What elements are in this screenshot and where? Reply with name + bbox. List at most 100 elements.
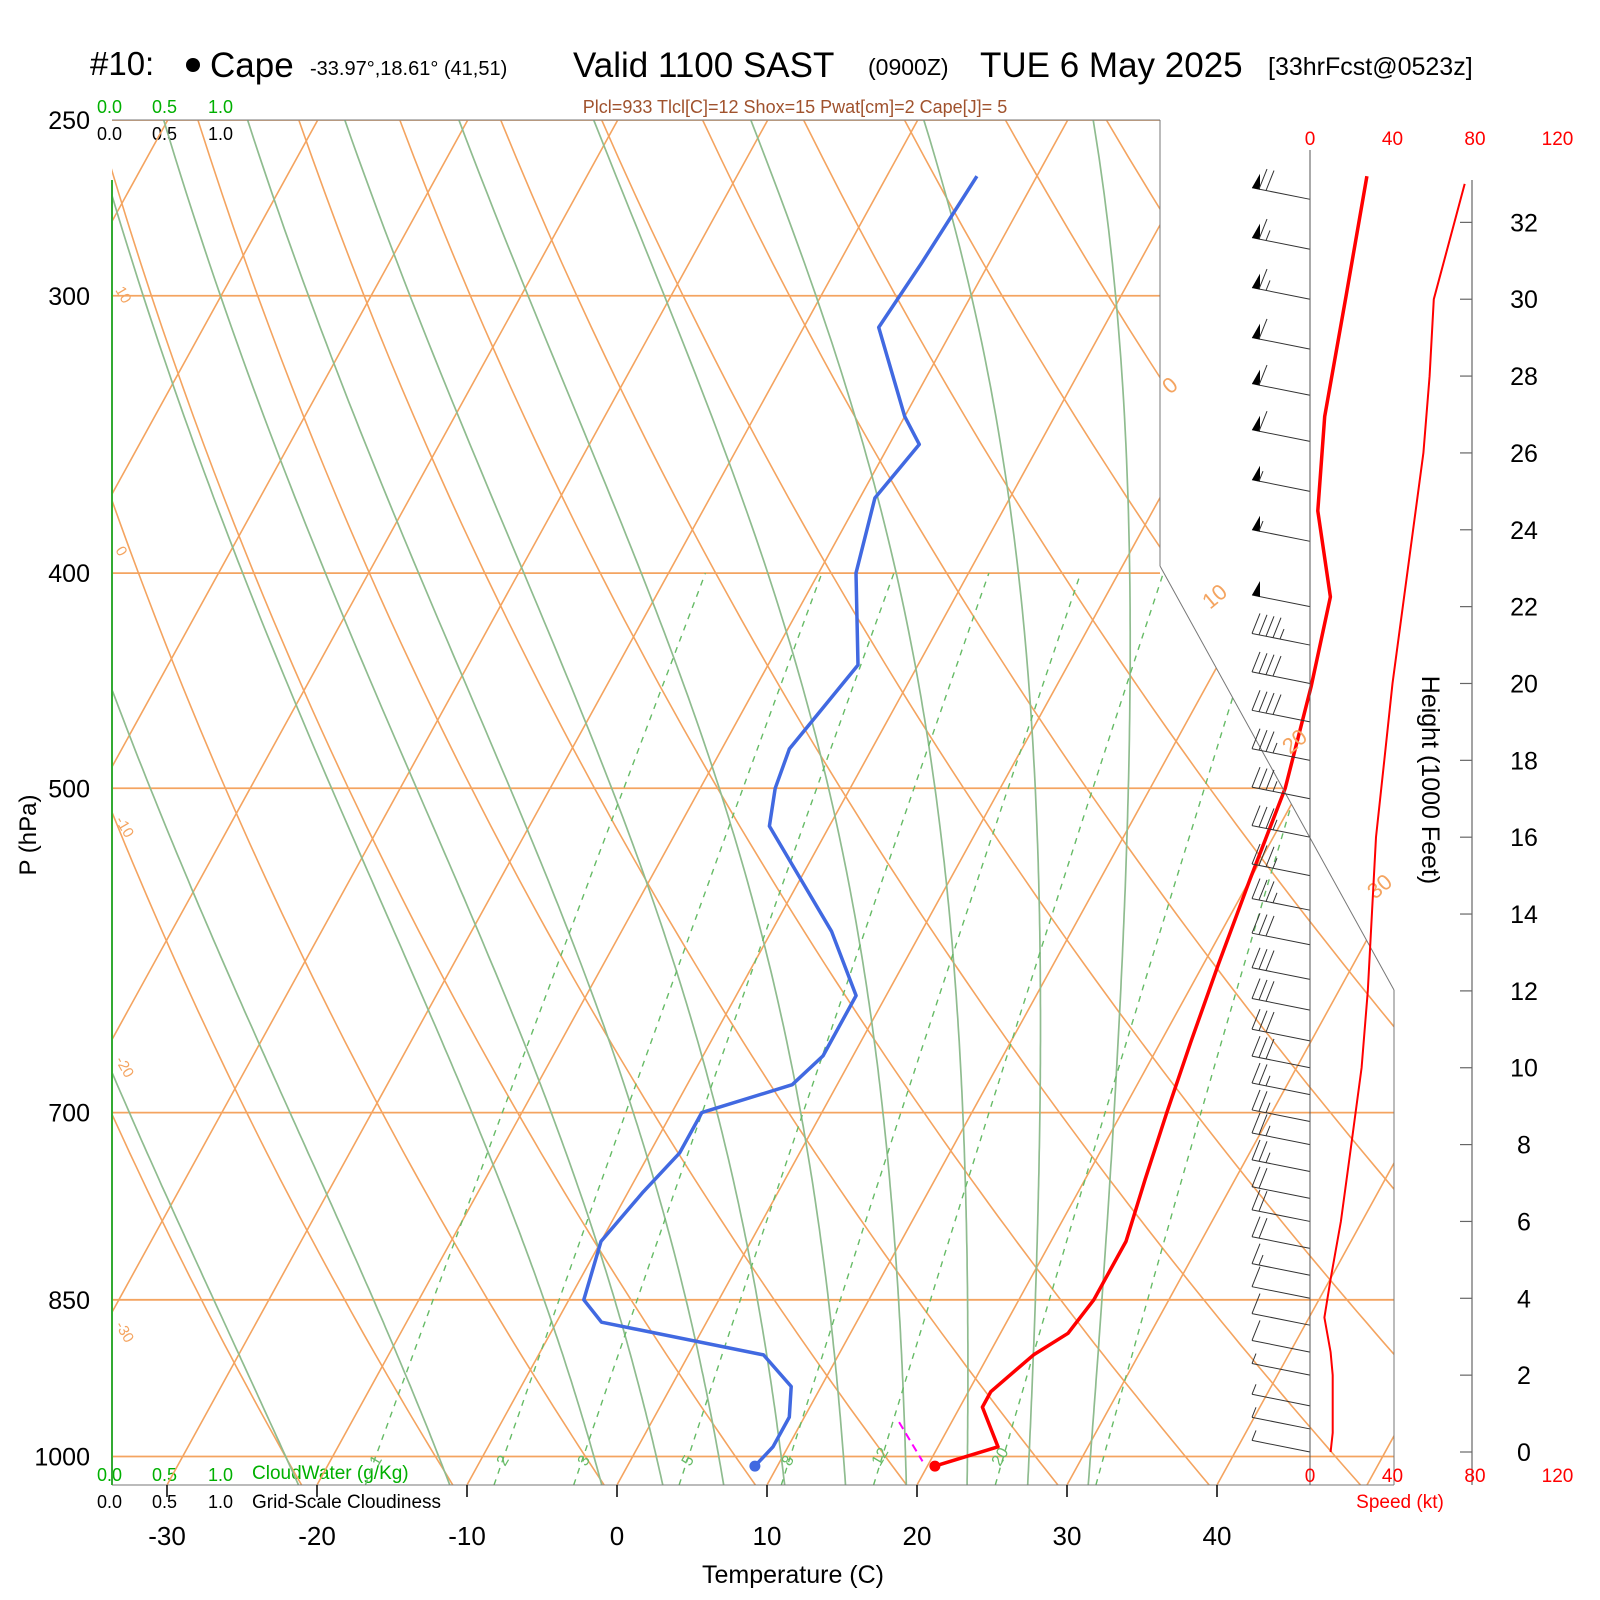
wind-barb-half-feather	[1272, 819, 1278, 830]
height-tick-label: 20	[1510, 670, 1538, 698]
wind-barb-feather	[1251, 805, 1261, 826]
mixing-ratio-3	[573, 572, 895, 1485]
wind-barb-half-feather	[1272, 742, 1278, 754]
isotherm-10	[756, 120, 1394, 1485]
cloudwater-tick-top-1: 0.5	[152, 97, 177, 117]
wind-barb-pennant	[1252, 515, 1260, 532]
wind-barb-feather	[1251, 1035, 1261, 1057]
x-tick-label: 40	[1203, 1521, 1232, 1551]
wind-barb-feather	[1258, 806, 1268, 828]
wind-barb-feather	[1251, 947, 1261, 968]
wind-barb-staff	[1251, 1186, 1311, 1199]
wind-barb-feather	[1251, 613, 1261, 634]
parcel-path	[898, 1421, 924, 1462]
wind-barb	[1251, 843, 1311, 877]
wind-barb-feather	[1258, 1064, 1268, 1085]
wind-barb-half-feather	[1265, 1152, 1271, 1163]
height-tick-label: 16	[1510, 824, 1538, 852]
wind-barb-pennant	[1252, 223, 1260, 240]
wind-barb-feather	[1251, 690, 1261, 711]
isotherm-label-right: 10	[1197, 579, 1232, 614]
speed-tick-top: 0	[1305, 129, 1316, 150]
dry-adiabat-350	[783, 120, 1394, 1485]
isotherm-label-left: -10	[112, 814, 138, 841]
wind-barb-staff	[1251, 671, 1311, 684]
wind-barb-feather	[1265, 170, 1275, 191]
x-tick-label: -30	[148, 1521, 186, 1551]
cloudiness-tick-top-2: 1.0	[208, 124, 233, 144]
wind-barb-staff	[1251, 709, 1311, 723]
wind-barb-feather	[1272, 694, 1282, 715]
isotherm-50	[1356, 120, 1394, 1485]
wind-barb-feather	[1251, 728, 1261, 749]
wind-barb-staff	[1251, 1263, 1311, 1276]
wind-barb	[1251, 1139, 1311, 1172]
wind-barb	[1251, 1320, 1311, 1353]
wind-barb-staff	[1251, 1439, 1311, 1453]
wind-barb	[1251, 581, 1311, 608]
dry-adiabat-320	[484, 120, 1378, 1485]
moist-adiabat-0	[112, 120, 608, 1485]
cloudwater-tick-bottom-1: 0.5	[152, 1465, 177, 1485]
wind-barb-feather	[1251, 912, 1261, 934]
wind-barb-half-feather	[1258, 470, 1264, 482]
wind-barb	[1251, 218, 1311, 250]
isotherm--80	[112, 120, 287, 1485]
wind-barb-pennant	[1252, 323, 1260, 340]
dry-adiabat-290	[184, 120, 922, 1485]
wind-barb-feather	[1251, 1216, 1261, 1237]
mixing-ratio-label: 2	[494, 1453, 513, 1469]
height-tick-label: 12	[1510, 978, 1538, 1006]
mixing-ratio-20	[994, 572, 1273, 1485]
wind-barb-feather	[1258, 364, 1268, 386]
pressure-tick-700: 700	[48, 1100, 90, 1128]
height-tick-label: 32	[1510, 209, 1538, 237]
wind-barb	[1251, 168, 1311, 200]
wind-barb-staff	[1251, 594, 1311, 608]
moist-adiabat--10	[112, 120, 458, 1485]
isotherm-label-right: 30	[1362, 869, 1397, 904]
moist-adiabat-28	[922, 120, 1042, 1485]
wind-barb	[1251, 364, 1311, 396]
wind-barb-half-feather	[1272, 892, 1278, 903]
wind-barb-staff	[1251, 1236, 1311, 1249]
wind-barb-staff	[1251, 187, 1311, 200]
pressure-tick-300: 300	[48, 283, 90, 311]
wind-barb-feather	[1258, 218, 1268, 240]
wind-barb-staff	[1251, 1363, 1311, 1376]
speed-tick-bottom: 120	[1542, 1466, 1574, 1487]
dry-adiabat-260	[112, 120, 465, 1485]
moist-adiabat-24	[750, 120, 969, 1485]
wind-barb-feather	[1258, 979, 1268, 1001]
isotherm-label-left: 0	[112, 544, 131, 560]
wind-barb	[1251, 1293, 1311, 1326]
x-tick-label: -10	[448, 1521, 486, 1551]
wind-barb-staff	[1251, 967, 1311, 980]
temperature-surface-point	[929, 1460, 941, 1472]
isotherm-label-left: -20	[112, 1054, 138, 1081]
wind-barb-feather	[1251, 766, 1261, 788]
wind-barb-feather	[1258, 1037, 1268, 1058]
height-tick-label: 14	[1510, 901, 1538, 929]
speed-tick-top: 120	[1542, 129, 1574, 150]
wind-barb	[1251, 1384, 1311, 1407]
moist-adiabat--20	[112, 120, 308, 1485]
height-tick-label: 8	[1517, 1132, 1531, 1160]
wind-barb-feather	[1258, 1217, 1268, 1239]
wind-barb-staff	[1251, 748, 1311, 761]
isotherm-label-left: -30	[112, 1319, 138, 1346]
wind-barb-staff	[1251, 1313, 1311, 1326]
height-tick-label: 28	[1510, 363, 1538, 391]
mixing-ratio-1	[364, 572, 707, 1485]
dewpoint-surface-point	[749, 1460, 761, 1472]
speed-tick-bottom: 40	[1382, 1466, 1403, 1487]
x-tick-label: 30	[1053, 1521, 1082, 1551]
dry-adiabat-340	[683, 120, 1394, 1485]
x-tick-label: 10	[753, 1521, 782, 1551]
wind-barb-staff	[1251, 1416, 1311, 1430]
height-tick-label: 26	[1510, 440, 1538, 468]
temperature-line	[934, 175, 1369, 1468]
wind-barb-half-feather	[1265, 280, 1271, 291]
dry-adiabat-420	[1483, 81, 1600, 1504]
